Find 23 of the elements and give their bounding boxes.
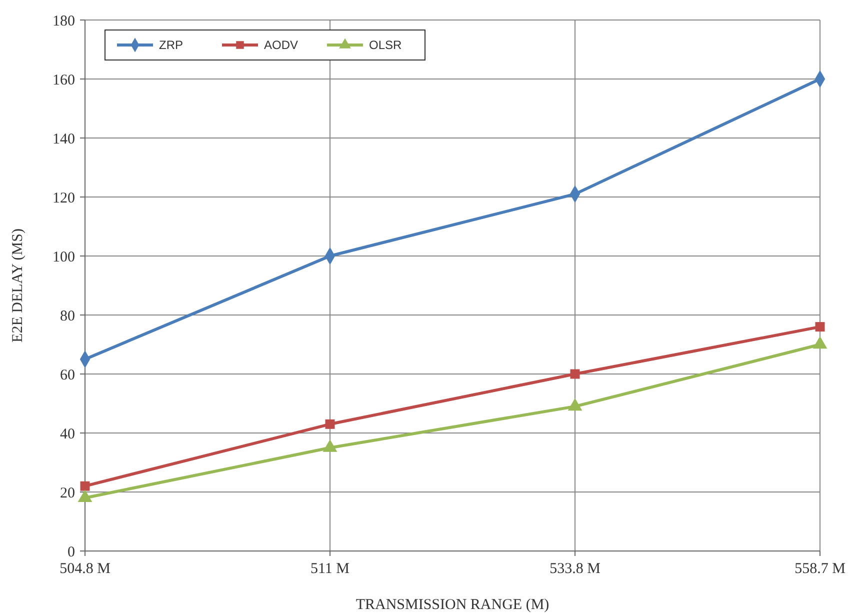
y-tick-label: 20 [60,485,75,502]
x-tick-label: 533.8 M [550,561,600,577]
y-tick-label: 60 [60,367,75,384]
x-tick-label: 558.7 M [794,561,846,577]
legend-label: ZRP [159,38,183,52]
y-axis-title: E2E DELAY (MS) [10,228,26,342]
y-tick-label: 80 [60,308,75,324]
legend-label: OLSR [369,38,402,52]
point [815,322,825,332]
y-tick-label: 140 [52,131,75,148]
legend-label: AODV [264,38,298,52]
y-tick-label: 180 [52,13,75,30]
y-tick-label: 40 [60,426,75,442]
x-tick-label: 511 M [310,561,350,577]
y-tick-label: 120 [52,190,75,206]
y-tick-label: 100 [52,249,75,266]
y-tick-label: 160 [52,72,75,88]
point [80,481,90,491]
y-tick-label: 0 [68,544,75,560]
point [325,419,335,429]
x-tick-label: 504.8 M [60,561,110,577]
point [570,369,580,379]
x-axis-title: TRANSMISSION RANGE (M) [356,597,550,613]
